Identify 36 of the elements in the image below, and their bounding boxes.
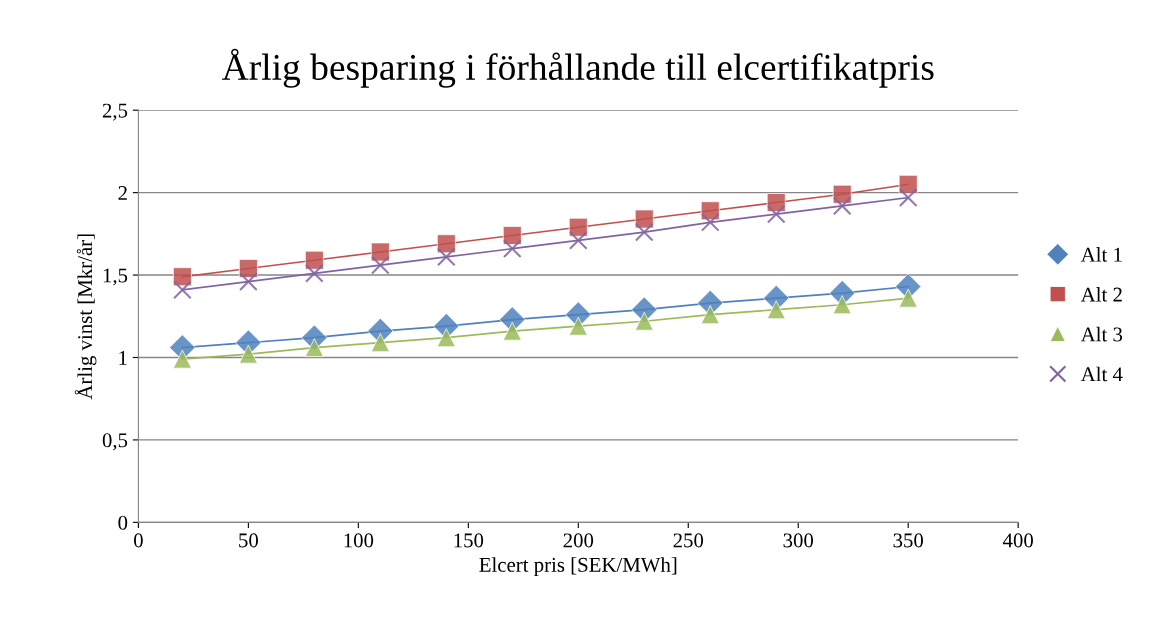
point [436,247,456,267]
y-axis-title: Årlig vinst [Mkr/år] [74,234,97,400]
point [832,196,852,216]
point [700,305,720,325]
point [436,328,456,348]
point [239,272,258,292]
x-axis-title: Elcert pris [SEK/MWh] [479,557,677,577]
y-tick-label: 1 [119,350,127,365]
point [502,239,522,259]
point [304,264,324,283]
point [568,231,588,250]
chart-title: Årlig besparing i förhållande till elcertifikatpris [222,48,934,88]
y-tick-label: 0,5 [102,433,128,451]
point [766,204,786,224]
x-tick-label: 400 [1002,533,1033,548]
legend-label: Alt 1 [1080,247,1122,262]
legend-label: Alt 4 [1080,366,1123,382]
point [634,222,654,242]
legend-label: Alt 3 [1080,326,1123,342]
x-tick-label: 300 [783,533,814,548]
point [700,212,720,232]
point [898,188,918,207]
y-tick-label: 2 [118,186,127,200]
x-tick-label: 50 [239,533,259,548]
point [370,255,390,275]
x-tick-label: 350 [893,533,924,548]
x-tick-label: 200 [563,533,594,548]
y-tick-label: 1,5 [103,268,128,286]
legend-label: Alt 2 [1080,286,1122,302]
x-tick-label: 250 [673,533,704,548]
y-tick-label: 2,5 [102,103,128,121]
x-tick-label: 0 [134,533,143,548]
x-tick-label: 100 [344,533,374,548]
point [173,280,192,300]
y-tick-label: 0 [118,515,128,530]
x-tick-label: 150 [454,533,484,548]
